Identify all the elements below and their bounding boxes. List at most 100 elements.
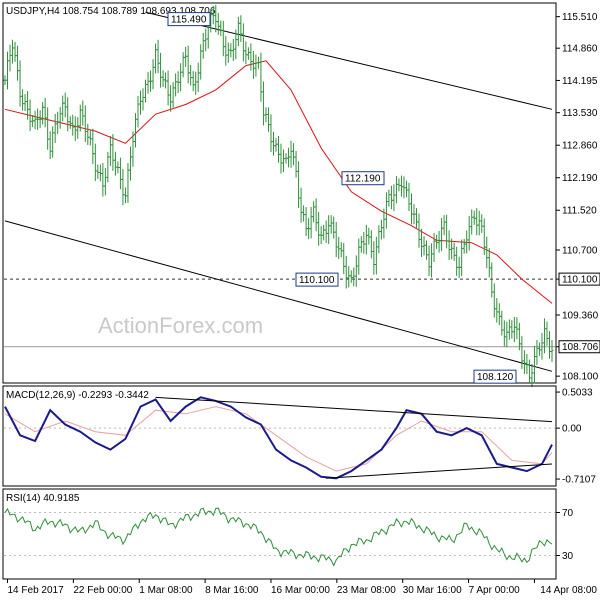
price-bar: [56, 111, 60, 135]
price-bar: [169, 85, 173, 112]
x-tick-label: 30 Mar 16:00: [403, 585, 462, 596]
price-bar: [510, 320, 514, 339]
price-y-tick-label: 108.100: [562, 372, 599, 383]
rsi-y-tick-label: 30: [562, 551, 574, 562]
annotation-box-115.490: [167, 12, 211, 27]
price-y-tick-label: 113.530: [562, 108, 598, 119]
price-bar: [409, 193, 413, 225]
price-bar: [472, 210, 476, 225]
price-bar: [271, 131, 275, 156]
price-bar: [302, 205, 306, 222]
channel-lower-line: [4, 220, 553, 372]
x-axis: 14 Feb 2017 22 Feb 00:00 1 Mar 08:00 8 Mar …: [7, 579, 597, 596]
price-bar: [407, 182, 411, 211]
price-bar: [309, 206, 313, 239]
price-bar: [249, 43, 253, 71]
macd-title: MACD(12,26,9) -0.2293 -0.3442: [6, 390, 149, 401]
price-bar: [282, 149, 286, 173]
price-bar: [487, 248, 491, 278]
price-bar: [236, 16, 240, 46]
price-y-tick-label: 114.195: [562, 76, 598, 87]
price-bar: [292, 143, 296, 166]
price-bar: [389, 185, 393, 210]
price-bar: [374, 236, 378, 275]
annotation-box-110.100: [295, 272, 339, 287]
price-bar: [194, 71, 198, 95]
price-bar: [460, 239, 464, 277]
price-bar: [91, 128, 95, 164]
price-bar: [387, 189, 391, 207]
price-bar: [392, 184, 396, 211]
price-bar: [241, 23, 245, 62]
price-axis: 115.510 114.860 114.195 113.530 112.860 112.1…: [556, 12, 600, 383]
price-y-tick-label: 111.520: [562, 206, 597, 217]
price-bar: [226, 42, 230, 63]
x-tick-label: 8 Mar 16:00: [205, 585, 259, 596]
price-bar: [507, 319, 511, 340]
price-bar: [477, 210, 481, 236]
price-y-tick-label: 112.190: [562, 173, 598, 184]
price-bar: [156, 39, 160, 74]
price-bar: [297, 161, 301, 209]
price-bar: [505, 321, 509, 348]
price-bar: [33, 110, 37, 130]
price-annotations: 115.490 112.190 110.100 108.120: [167, 12, 517, 384]
price-bar: [344, 255, 348, 289]
rsi-line: [4, 507, 553, 567]
price-bar: [427, 245, 431, 277]
price-bar: [397, 178, 401, 192]
price-bar: [6, 51, 10, 90]
price-bar: [179, 63, 183, 92]
price-bar: [364, 224, 368, 255]
price-bar: [133, 113, 137, 148]
price-bar: [377, 225, 381, 254]
price-bar: [329, 215, 333, 234]
price-bar: [437, 230, 441, 253]
rsi-panel: RSI(14) 40.9185 70 30: [2, 488, 574, 580]
price-y-label-box: [558, 272, 600, 286]
price-bar: [435, 234, 439, 249]
price-bar: [126, 163, 130, 203]
price-bar: [422, 236, 426, 256]
price-y-tick-label: 108.706: [562, 342, 599, 353]
price-bar: [277, 135, 280, 163]
price-bar: [512, 316, 516, 343]
price-bar: [420, 228, 424, 258]
price-bar: [13, 41, 17, 62]
price-y-tick-label: 112.860: [562, 141, 598, 152]
price-bar: [244, 41, 248, 65]
price-bar: [362, 232, 366, 254]
price-bar: [324, 220, 328, 243]
price-bar: [191, 71, 195, 92]
price-bar: [352, 267, 356, 287]
price-bar: [93, 143, 97, 182]
price-bar: [18, 60, 22, 107]
price-bar: [199, 44, 203, 80]
x-tick-label: 16 Mar 00:00: [271, 585, 330, 596]
price-bar: [532, 345, 536, 384]
price-bar: [136, 95, 140, 128]
price-bar: [138, 90, 142, 115]
annotation-label-115.490: 115.490: [171, 15, 207, 26]
price-bar: [467, 216, 471, 251]
price-bar: [314, 198, 318, 232]
price-bar: [231, 38, 235, 61]
price-bar: [164, 72, 168, 89]
price-bar: [96, 164, 100, 179]
price-bar: [46, 107, 50, 150]
price-bar: [201, 33, 205, 59]
price-bar: [151, 59, 155, 90]
price-bar: [492, 283, 496, 318]
price-title: USDJPY,H4 108.754 108.789 108.693 108.70…: [6, 6, 216, 17]
price-bar: [239, 15, 243, 42]
price-bar: [88, 130, 92, 146]
price-bar: [440, 217, 444, 252]
price-bar: [8, 44, 12, 72]
price-bar: [81, 100, 85, 126]
price-bar: [369, 230, 373, 259]
price-panel-frame: [2, 2, 557, 384]
channel-upper-line: [145, 11, 553, 110]
price-bar: [254, 54, 258, 77]
price-bar: [304, 207, 308, 237]
price-bar: [144, 79, 148, 103]
